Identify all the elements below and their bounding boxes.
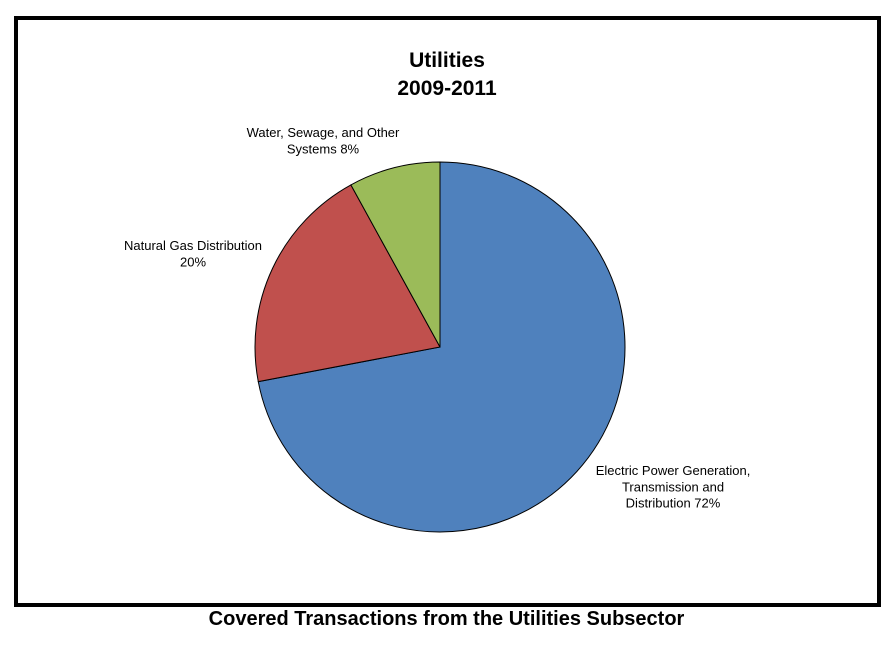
chart-caption: Covered Transactions from the Utilities … — [208, 608, 685, 630]
slice-label-electric-power-generation: Electric Power Generation, Transmission a… — [596, 463, 751, 511]
slice-label-natural-gas-distribution: Natural Gas Distribution 20% — [124, 238, 262, 269]
chart-frame: Utilities 2009-2011 Electric Power Gener… — [14, 16, 881, 607]
chart-title-line-1: Utilities — [409, 49, 485, 72]
pie-labels: Electric Power Generation, Transmission a… — [124, 125, 750, 511]
chart-title-line-2: 2009-2011 — [397, 77, 497, 100]
pie-slice-natural-gas-distribution — [254, 184, 441, 383]
pie-slice-water-sewage-and-other — [350, 161, 441, 348]
slice-label-line: Systems 8% — [287, 141, 360, 156]
slice-label-line: Electric Power Generation, — [596, 463, 751, 478]
pie-slices — [254, 161, 626, 533]
slice-label-water-sewage-and-other: Water, Sewage, and Other Systems 8% — [247, 125, 400, 156]
pie-chart: Utilities 2009-2011 Electric Power Gener… — [124, 49, 750, 533]
slice-label-line: Transmission and — [622, 479, 724, 494]
slice-label-line: 20% — [180, 254, 206, 269]
pie-slice-electric-power-generation — [257, 161, 626, 533]
slice-label-line: Natural Gas Distribution — [124, 238, 262, 253]
slice-label-line: Water, Sewage, and Other — [247, 125, 400, 140]
slice-label-line: Distribution 72% — [626, 496, 721, 511]
